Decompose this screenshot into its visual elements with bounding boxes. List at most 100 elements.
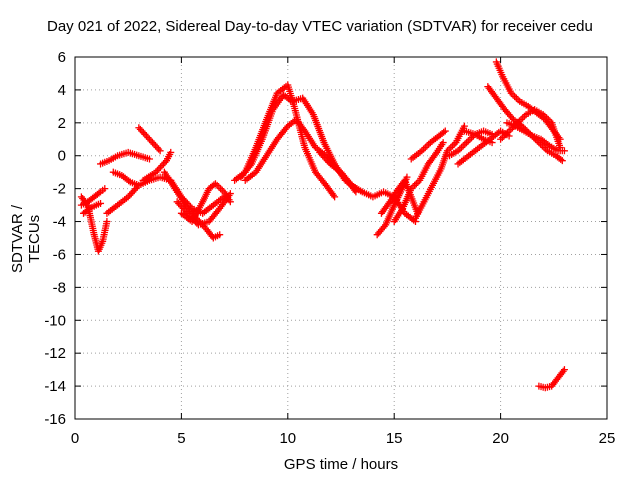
data-point bbox=[97, 199, 105, 207]
data-point bbox=[124, 193, 132, 201]
data-point bbox=[316, 148, 324, 156]
y-tick-labels: -16 -14 -12 -10 -8 -6 -4 -2 0 2 4 6 bbox=[44, 49, 66, 428]
data-point bbox=[439, 139, 447, 147]
data-point bbox=[560, 366, 568, 374]
data-point bbox=[155, 145, 163, 153]
data-point bbox=[179, 195, 187, 203]
data-point bbox=[132, 185, 140, 193]
series-track-4 bbox=[97, 148, 153, 168]
data-point bbox=[142, 132, 150, 140]
data-point bbox=[449, 142, 457, 150]
data-point bbox=[440, 128, 448, 136]
data-point bbox=[385, 199, 393, 207]
series-track-8 bbox=[139, 148, 175, 184]
data-point bbox=[177, 193, 185, 201]
data-point bbox=[488, 139, 496, 147]
data-point bbox=[181, 206, 189, 214]
data-point bbox=[149, 139, 157, 147]
series-track-3 bbox=[80, 199, 105, 217]
data-point bbox=[173, 198, 181, 206]
data-point bbox=[216, 231, 224, 239]
data-point bbox=[213, 181, 221, 189]
y-tick-label: -16 bbox=[44, 411, 66, 428]
x-tick-label: 25 bbox=[599, 430, 616, 447]
data-point bbox=[432, 150, 440, 158]
data-point bbox=[152, 142, 160, 150]
axis-ticks bbox=[74, 56, 608, 420]
data-point bbox=[158, 162, 166, 170]
data-point bbox=[463, 139, 471, 147]
data-point bbox=[159, 160, 167, 168]
data-point bbox=[441, 127, 449, 135]
series-track-28 bbox=[497, 106, 564, 151]
data-point bbox=[329, 191, 337, 199]
x-tick-label: 0 bbox=[71, 430, 79, 447]
series-track-5 bbox=[103, 173, 175, 217]
grid-lines bbox=[75, 57, 607, 419]
y-tick-label: -2 bbox=[53, 181, 66, 198]
y-tick-label: 0 bbox=[58, 148, 66, 165]
data-point bbox=[511, 92, 519, 100]
y-tick-label: 6 bbox=[58, 49, 66, 66]
data-point bbox=[319, 152, 327, 160]
data-point bbox=[167, 148, 175, 156]
x-tick-label: 5 bbox=[177, 430, 185, 447]
data-point bbox=[411, 181, 419, 189]
data-point bbox=[178, 203, 186, 211]
data-point bbox=[180, 196, 188, 204]
data-markers bbox=[77, 58, 568, 392]
data-point bbox=[156, 147, 164, 155]
x-tick-labels: 0 5 10 15 20 25 bbox=[71, 430, 616, 447]
series-track-29 bbox=[535, 366, 568, 392]
data-point bbox=[519, 114, 527, 122]
data-point bbox=[320, 153, 328, 161]
data-point bbox=[185, 201, 193, 209]
data-point bbox=[147, 137, 155, 145]
data-point bbox=[136, 125, 144, 133]
data-point bbox=[156, 163, 164, 171]
data-point bbox=[322, 155, 330, 163]
data-point bbox=[380, 222, 388, 230]
y-tick-label: -14 bbox=[44, 378, 66, 395]
data-point bbox=[497, 135, 505, 143]
series-track-2 bbox=[77, 185, 109, 209]
data-point bbox=[135, 124, 143, 132]
y-tick-label: -8 bbox=[53, 279, 66, 296]
data-point bbox=[101, 185, 109, 193]
data-point bbox=[459, 142, 467, 150]
data-point bbox=[421, 144, 429, 151]
data-point bbox=[412, 180, 420, 188]
y-tick-label: 4 bbox=[58, 82, 66, 99]
series-track-6 bbox=[109, 168, 143, 189]
data-point bbox=[556, 144, 564, 151]
y-tick-label: 2 bbox=[58, 115, 66, 132]
data-point bbox=[461, 140, 469, 148]
data-point bbox=[323, 157, 331, 165]
data-point bbox=[559, 367, 567, 375]
data-point bbox=[152, 168, 160, 176]
data-point bbox=[161, 158, 169, 166]
data-point bbox=[557, 155, 565, 163]
data-point bbox=[182, 198, 190, 206]
data-point bbox=[176, 201, 184, 209]
series-track-21 bbox=[407, 127, 449, 163]
data-point bbox=[103, 218, 111, 226]
series-track-7 bbox=[135, 124, 164, 155]
x-tick-label: 15 bbox=[386, 430, 403, 447]
data-point bbox=[126, 191, 134, 199]
series-track-18 bbox=[377, 176, 422, 217]
data-point bbox=[153, 167, 161, 175]
data-point bbox=[331, 193, 339, 201]
series-track-19 bbox=[390, 139, 447, 226]
series-track-24 bbox=[460, 127, 496, 147]
data-point bbox=[129, 188, 137, 196]
data-point bbox=[153, 144, 161, 151]
chart-title: Day 021 of 2022, Sidereal Day-to-day VTE… bbox=[47, 18, 593, 35]
series-track-12 bbox=[177, 180, 234, 226]
data-point bbox=[226, 198, 234, 206]
data-point bbox=[512, 94, 520, 102]
data-point bbox=[130, 186, 138, 194]
data-point bbox=[560, 147, 568, 155]
x-tick-label: 20 bbox=[492, 430, 509, 447]
data-point bbox=[135, 181, 143, 189]
